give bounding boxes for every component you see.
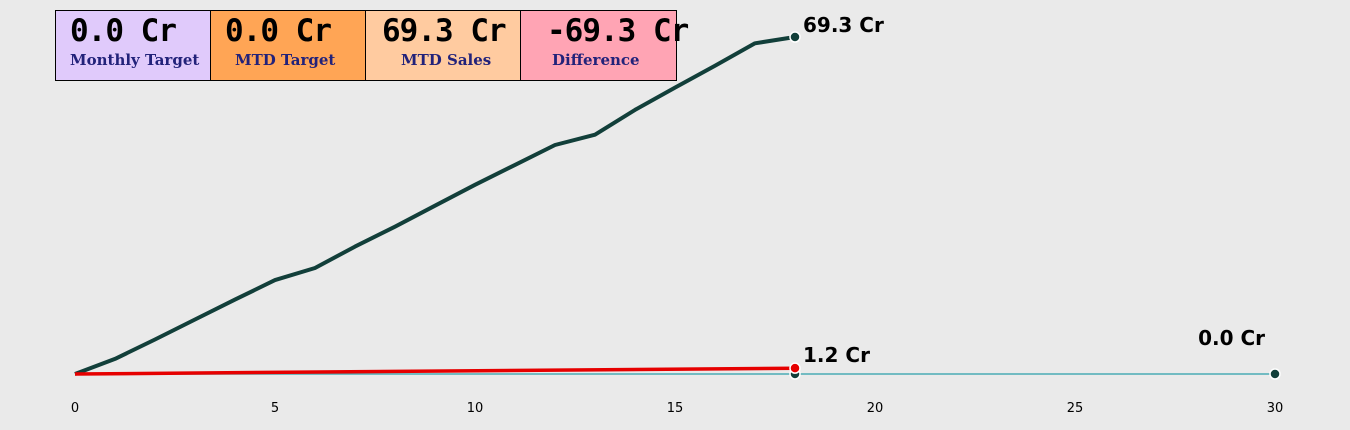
x-tick-label: 5 xyxy=(271,401,279,416)
end-marker-3 xyxy=(789,362,801,374)
end-label-series-1: 1.2 Cr xyxy=(803,343,870,367)
kpi-mtd-target: 0.0 Cr MTD Target xyxy=(211,11,366,80)
kpi-value: 69.3 Cr xyxy=(382,13,507,49)
kpi-label: MTD Target xyxy=(235,51,336,69)
kpi-monthly-target: 0.0 Cr Monthly Target xyxy=(56,11,211,80)
x-tick-label: 25 xyxy=(1067,401,1084,416)
kpi-label: Difference xyxy=(552,51,640,69)
kpi-value: 0.0 Cr xyxy=(70,13,177,49)
end-labels-layer: 69.3 Cr 1.2 Cr 0.0 Cr xyxy=(803,13,1265,367)
x-tick-label: 20 xyxy=(867,401,884,416)
kpi-difference: -69.3 Cr Difference xyxy=(521,11,689,80)
end-label-series-2: 0.0 Cr xyxy=(1198,326,1265,350)
series-layer xyxy=(74,35,1275,376)
kpi-value: -69.3 Cr xyxy=(547,13,689,49)
series-line-0 xyxy=(74,35,796,376)
kpi-strip: 0.0 Cr Monthly Target 0.0 Cr MTD Target … xyxy=(55,10,689,81)
x-axis-ticks: 0 5 10 15 20 25 30 xyxy=(71,401,1283,416)
kpi-value: 0.0 Cr xyxy=(225,13,332,49)
x-tick-label: 10 xyxy=(467,401,484,416)
markers-layer xyxy=(789,31,1281,380)
end-marker-1 xyxy=(1269,368,1281,380)
kpi-mtd-sales: 69.3 Cr MTD Sales xyxy=(366,11,521,80)
series-line-1 xyxy=(74,366,796,376)
kpi-label: Monthly Target xyxy=(70,51,200,69)
end-marker-2 xyxy=(789,31,801,43)
kpi-label: MTD Sales xyxy=(401,51,492,69)
x-tick-label: 15 xyxy=(667,401,684,416)
x-tick-label: 30 xyxy=(1267,401,1284,416)
x-tick-label: 0 xyxy=(71,401,79,416)
end-label-series-0: 69.3 Cr xyxy=(803,13,884,37)
